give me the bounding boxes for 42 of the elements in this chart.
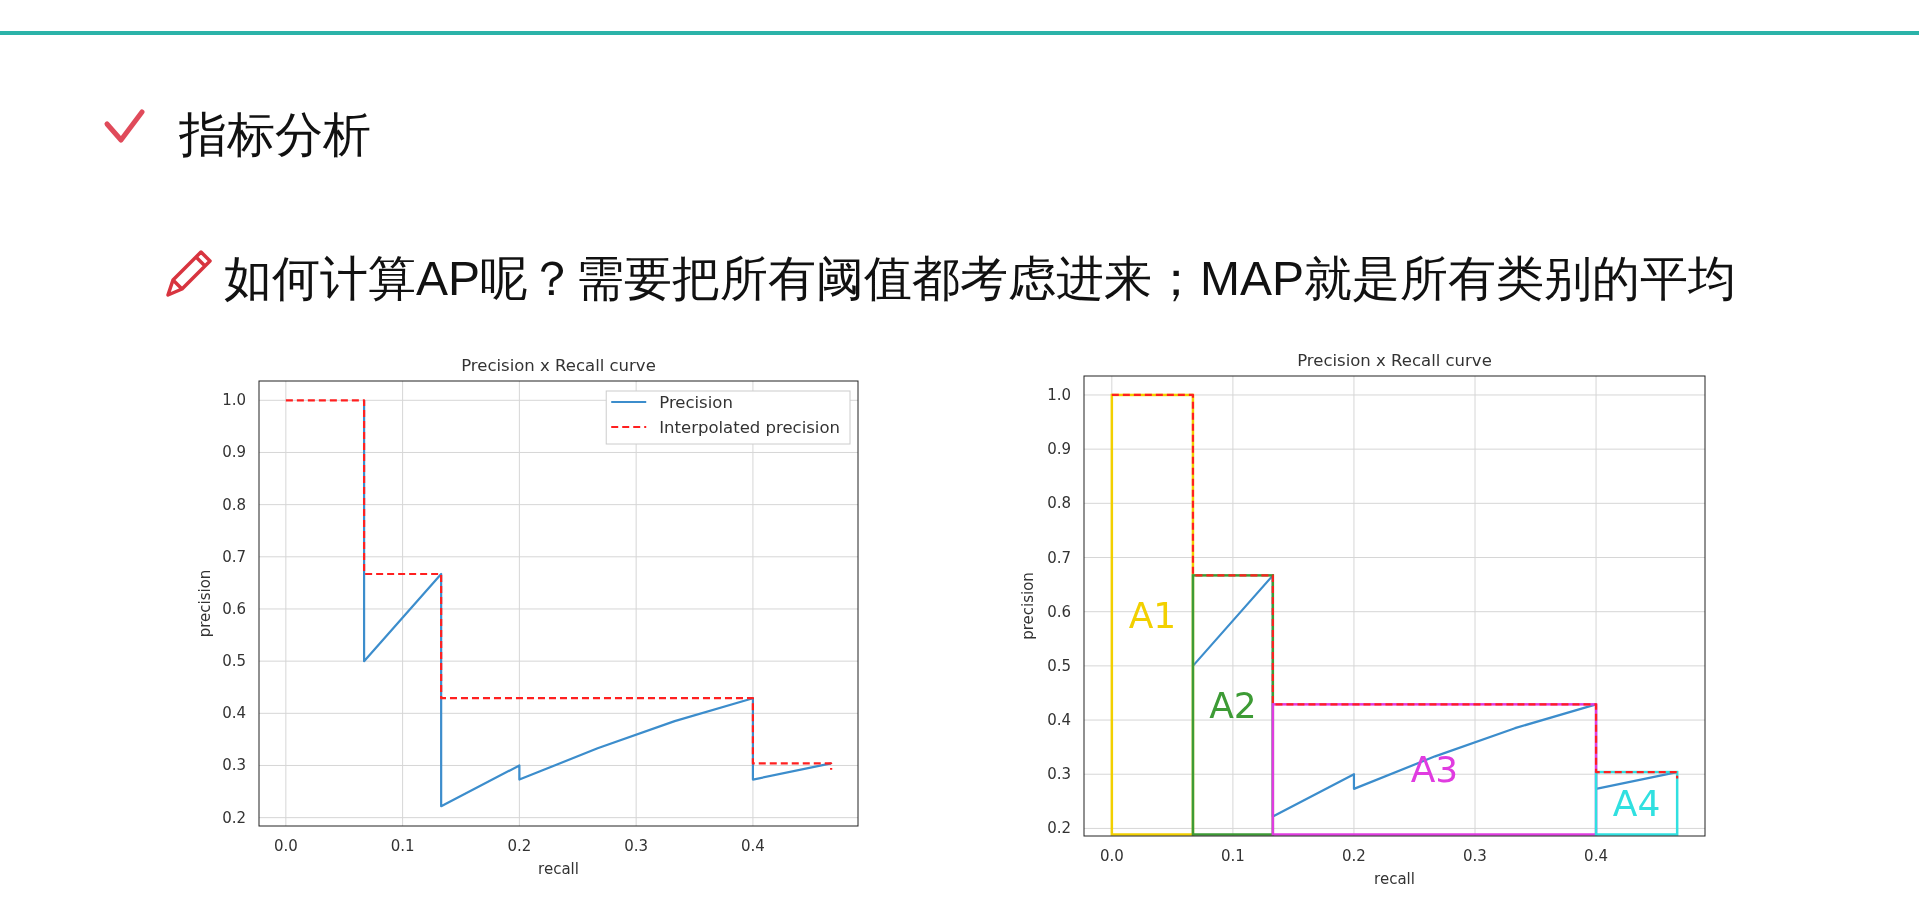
y-tick-label: 0.4 [222, 704, 246, 723]
x-axis-title: recall [1374, 870, 1415, 888]
y-tick-label: 0.9 [1047, 440, 1071, 459]
legend-label: Precision [659, 392, 733, 412]
y-tick-label: 1.0 [1047, 385, 1071, 404]
x-tick-label: 0.2 [507, 837, 532, 855]
legend-label: Interpolated precision [659, 417, 840, 437]
y-tick-label: 0.7 [1047, 548, 1071, 567]
y-tick-label: 0.5 [1047, 656, 1071, 675]
y-tick-label: 0.5 [222, 652, 246, 671]
x-tick-label: 0.3 [624, 837, 649, 855]
y-tick-label: 0.6 [222, 599, 246, 618]
chart-title: Precision x Recall curve [1297, 350, 1492, 370]
y-tick-label: 0.8 [222, 495, 246, 514]
chart-title: Precision x Recall curve [461, 355, 656, 375]
y-axis-title: precision [196, 569, 214, 638]
series-label: A4 [1612, 782, 1661, 824]
x-tick-label: 0.0 [273, 837, 298, 855]
y-axis-title: precision [1019, 572, 1037, 640]
series-label: A1 [1128, 594, 1177, 636]
series-label: A3 [1410, 748, 1459, 790]
y-tick-label: 0.3 [222, 756, 246, 775]
x-tick-label: 0.2 [1342, 847, 1366, 865]
y-tick-label: 0.4 [1047, 711, 1071, 730]
x-tick-label: 0.3 [1463, 847, 1487, 865]
x-tick-label: 0.4 [740, 837, 765, 855]
y-tick-label: 1.0 [222, 391, 246, 410]
y-tick-label: 0.2 [222, 808, 246, 827]
x-tick-label: 0.0 [1099, 847, 1124, 865]
x-tick-label: 0.1 [1220, 847, 1245, 865]
x-axis-title: recall [538, 860, 579, 878]
x-tick-label: 0.1 [390, 837, 415, 855]
y-tick-label: 0.6 [1047, 602, 1071, 621]
y-tick-label: 0.3 [1047, 765, 1071, 784]
x-tick-label: 0.4 [1584, 847, 1608, 865]
text: 指标分析 [178, 107, 371, 161]
y-tick-label: 0.9 [222, 443, 246, 462]
series-label: A2 [1209, 684, 1257, 726]
y-tick-label: 0.7 [222, 547, 246, 566]
y-tick-label: 0.8 [1047, 494, 1071, 513]
text: 如何计算AP呢？需要把所有阈值都考虑进来；MAP就是所有类别的平均 [224, 251, 1737, 305]
y-tick-label: 0.2 [1047, 819, 1071, 838]
